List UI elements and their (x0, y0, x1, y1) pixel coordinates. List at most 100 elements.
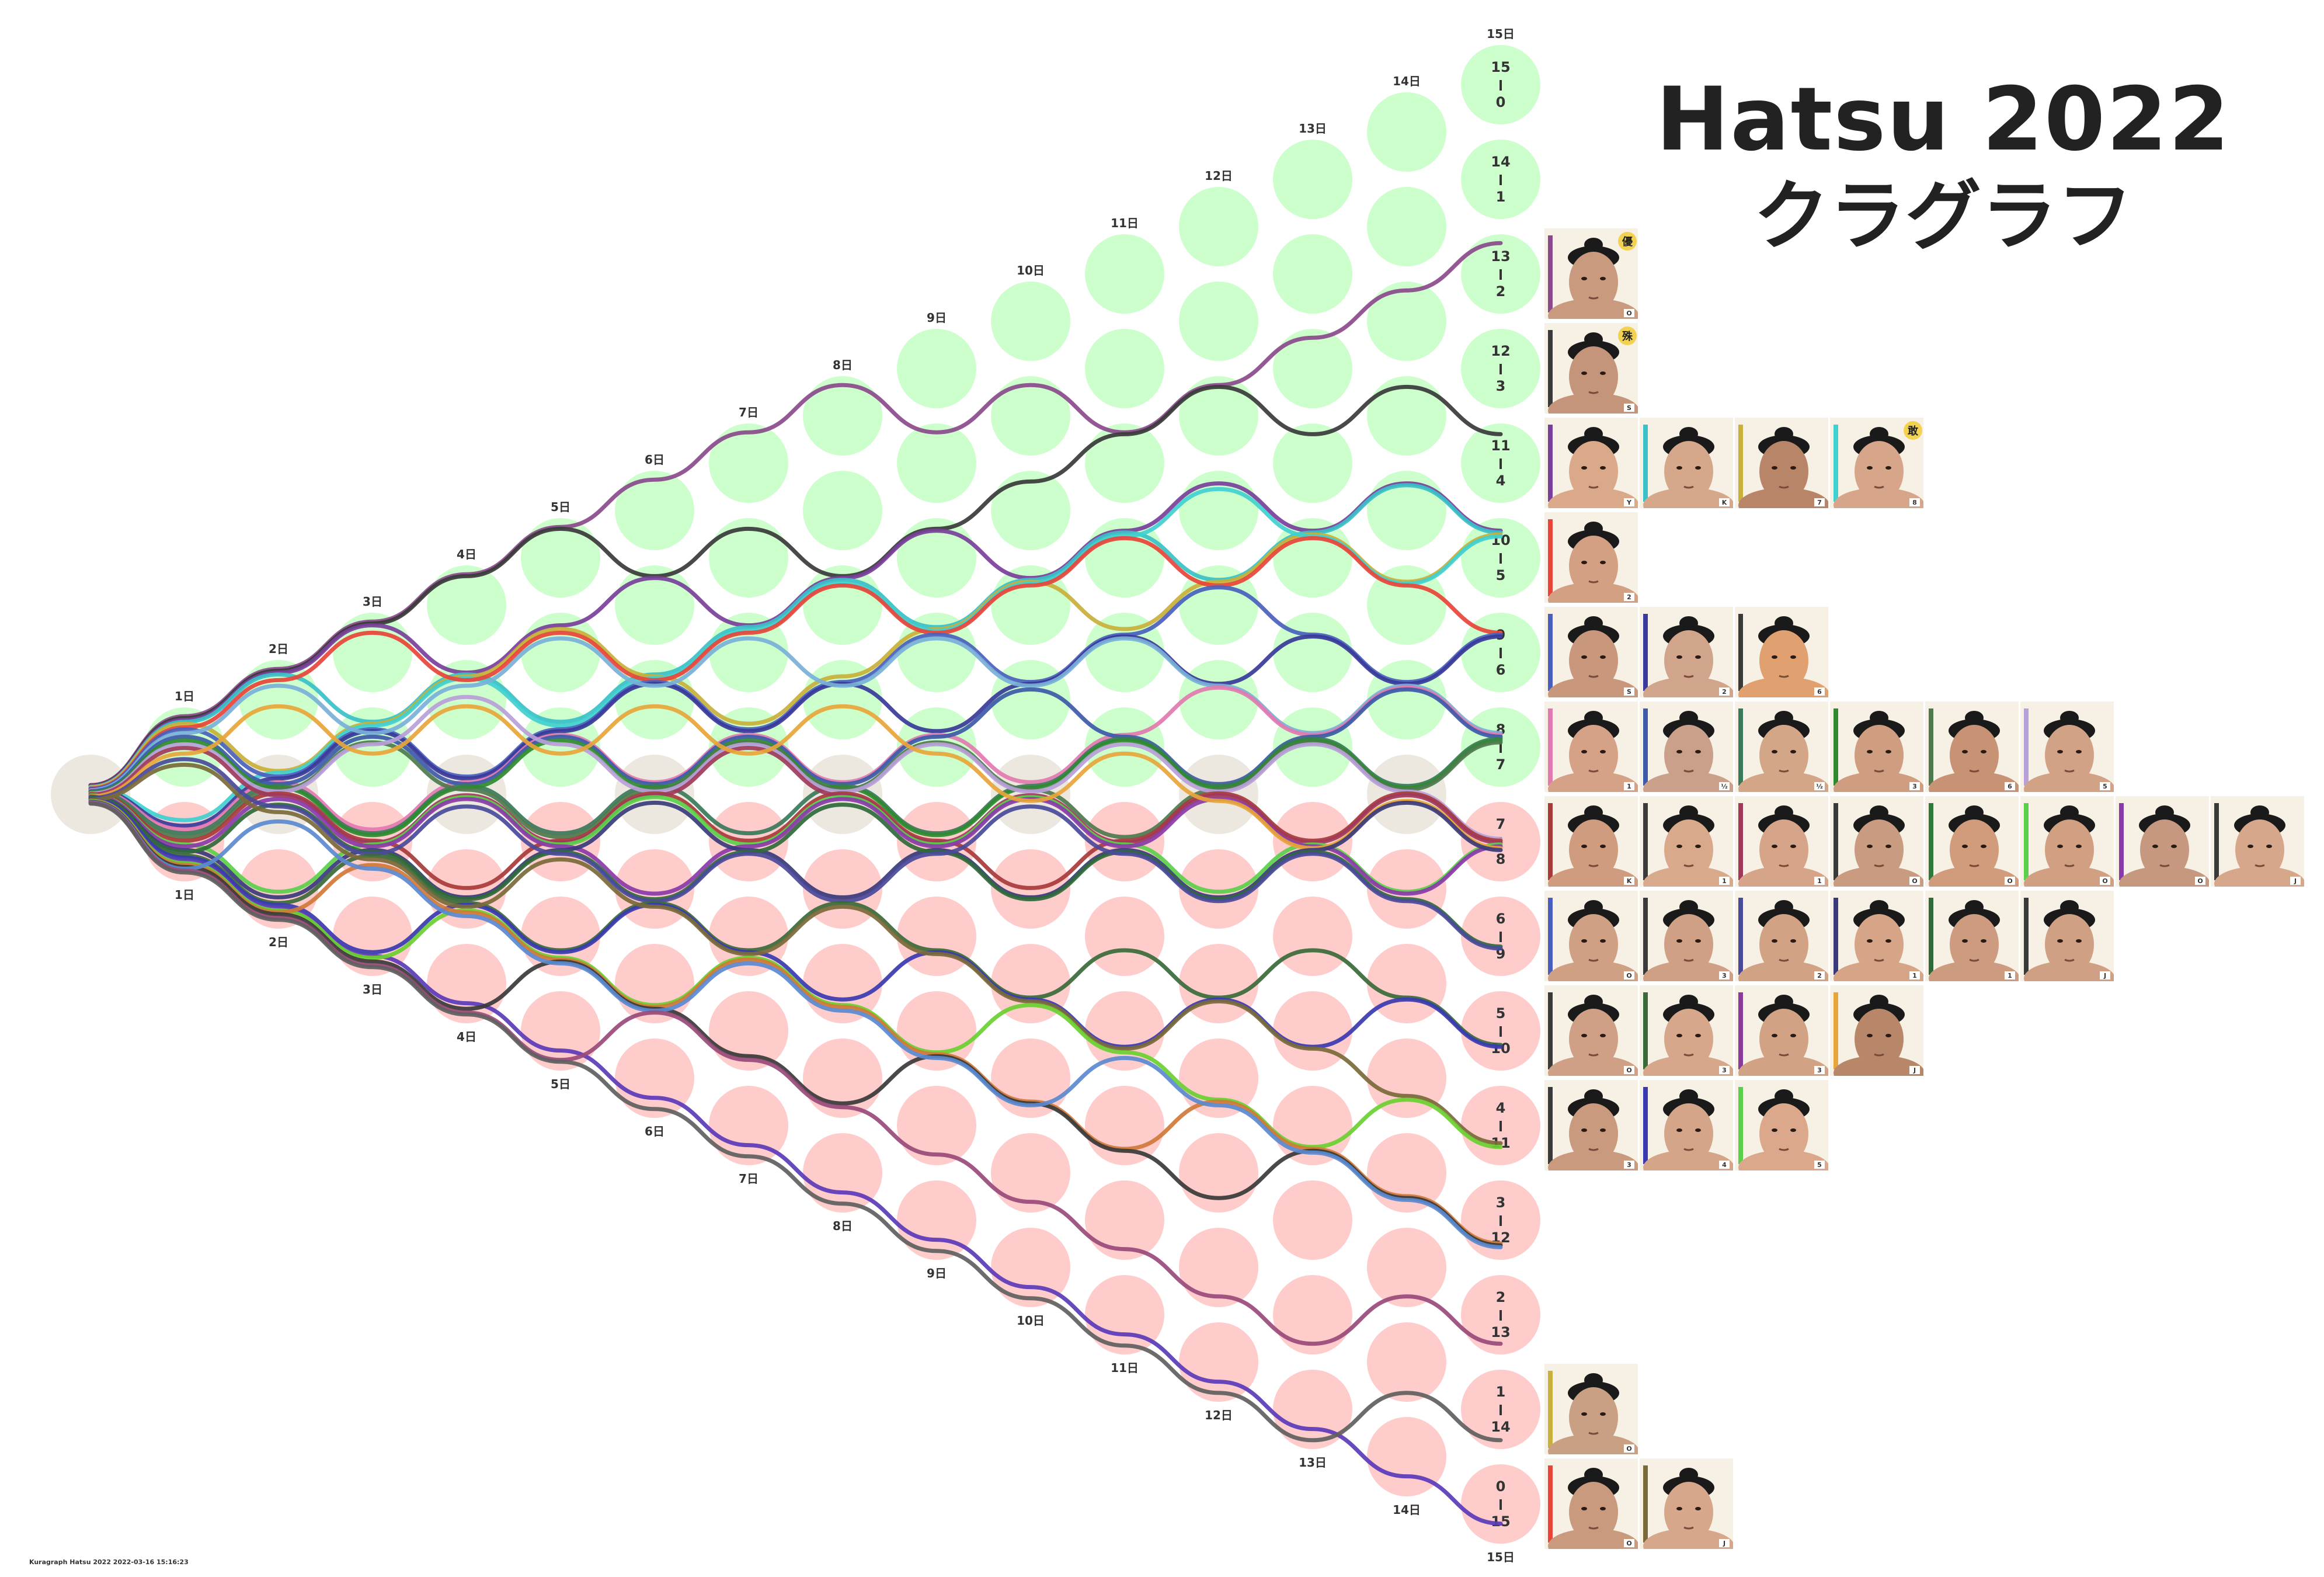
final-record-label: 14 1 (1491, 154, 1510, 205)
rikishi-color-bar (1929, 708, 1933, 786)
record-node (1085, 1180, 1164, 1260)
rikishi-color-bar (1548, 614, 1553, 691)
day-label-bottom: 6日 (645, 1124, 665, 1138)
rikishi-card: K (1544, 796, 1638, 887)
rikishi-portrait: 5 (1735, 1080, 1828, 1170)
rikishi-color-bar (1643, 1465, 1648, 1543)
record-node (1273, 613, 1352, 692)
rikishi-rank-label: 5 (1817, 1161, 1822, 1169)
record-divider (1500, 1499, 1502, 1510)
record-node (1179, 660, 1258, 739)
day-label-bottom: 2日 (269, 935, 288, 949)
record-wins: 5 (1496, 1005, 1506, 1022)
rikishi-portrait: J (1640, 1458, 1733, 1549)
record-node (1367, 944, 1446, 1023)
rikishi-rank-label: O (1626, 1445, 1631, 1453)
record-node (1367, 565, 1446, 645)
rikishi-rank-label: 8 (1912, 499, 1917, 506)
record-divider (1500, 553, 1502, 564)
rikishi-portrait: 1 (1925, 891, 2019, 981)
rikishi-color-bar (1738, 1087, 1743, 1164)
rikishi-card: 5 (1735, 1080, 1828, 1170)
rikishi-color-bar (1643, 898, 1648, 975)
day-labels: 1日 1日 2日 2日 3日 3日 4日 4日 5日 5日 6日 6日 7日 7日 8日 8日 9日 9日 10日 1… (175, 27, 1515, 1564)
rikishi-rank-label: 1 (2008, 972, 2012, 979)
day-label-top: 11日 (1111, 216, 1139, 230)
record-divider (1500, 932, 1502, 942)
rikishi-color-bar (2119, 803, 2124, 880)
rikishi-portrait: Y (1544, 418, 1638, 508)
rikishi-rank-label: K (1627, 877, 1632, 885)
day-label-top: 3日 (363, 595, 382, 609)
rikishi-card: ½ (1735, 701, 1828, 792)
rikishi-color-bar (1929, 803, 1933, 880)
day-label-top: 15日 (1487, 27, 1515, 41)
rikishi-portrait: J (2020, 891, 2114, 981)
rikishi-rank-label: O (1626, 972, 1631, 979)
record-divider (1500, 1121, 1502, 1131)
rikishi-card: 2 (1640, 607, 1733, 697)
rikishi-color-bar (1738, 803, 1743, 880)
rikishi-card: 1 (1640, 796, 1733, 887)
rikishi-card: O (2116, 796, 2209, 887)
day-label-top: 7日 (739, 405, 759, 419)
record-losses: 3 (1496, 378, 1506, 394)
rikishi-color-bar (2214, 803, 2219, 880)
rikishi-card: 2 (1544, 512, 1638, 603)
record-wins: 1 (1496, 1384, 1506, 1400)
record-node (615, 471, 694, 550)
rikishi-portrait: O (2020, 796, 2114, 887)
record-node (897, 518, 976, 598)
rikishi-color-bar (1548, 425, 1553, 502)
rikishi-rank-label: 5 (2103, 783, 2107, 790)
rikishi-color-bar (1834, 992, 1838, 1069)
record-node (1273, 1370, 1352, 1449)
record-node (1273, 991, 1352, 1071)
day-label-bottom: 5日 (551, 1077, 570, 1091)
record-node (1273, 234, 1352, 314)
rikishi-color-bar (1643, 992, 1648, 1069)
rikishi-path (88, 796, 1503, 1047)
record-node (1179, 849, 1258, 929)
record-node (1367, 660, 1446, 739)
record-node (803, 1133, 882, 1213)
day-label-bottom: 7日 (739, 1172, 759, 1186)
rikishi-path (88, 536, 1503, 791)
day-label-bottom: 14日 (1393, 1503, 1421, 1517)
rikishi-card: 1 (1735, 796, 1828, 887)
rikishi-color-bar (1548, 519, 1553, 596)
rikishi-color-bar (1548, 992, 1553, 1069)
rikishi-portrait: 1 (1830, 891, 1923, 981)
day-label-top: 2日 (269, 642, 288, 656)
rikishi-color-bar (1548, 898, 1553, 975)
rikishi-card: 8 敢 (1830, 418, 1923, 508)
day-label-bottom: 12日 (1205, 1408, 1233, 1422)
rikishi-rank-label: 4 (1722, 1161, 1727, 1169)
rikishi-card: O (1925, 796, 2019, 887)
rikishi-color-bar (1834, 803, 1838, 880)
rikishi-color-bar (1643, 425, 1648, 502)
rikishi-rank-label: J (2294, 877, 2297, 885)
record-losses: 8 (1496, 851, 1506, 867)
record-divider (1500, 742, 1502, 753)
record-node (991, 471, 1070, 550)
record-wins: 6 (1496, 911, 1506, 927)
rikishi-rank-label: O (2197, 877, 2203, 885)
rikishi-rank-label: O (1912, 877, 1917, 885)
rikishi-rank-label: S (1627, 404, 1631, 412)
record-lattice: 1501411321231141059687786951041131221311… (51, 27, 1540, 1564)
record-divider (1500, 1405, 1502, 1415)
day-label-top: 10日 (1017, 263, 1045, 277)
record-node (803, 660, 882, 739)
rikishi-portrait: 6 (1925, 701, 2019, 792)
record-node (1273, 1275, 1352, 1354)
record-node (1085, 613, 1164, 692)
day-label-top: 6日 (645, 453, 665, 467)
rikishi-path (88, 762, 1503, 1145)
rikishi-rank-label: ½ (1816, 783, 1822, 790)
rikishi-rank-label: ½ (1721, 783, 1727, 790)
rikishi-portrait: 2 (1544, 512, 1638, 603)
rikishi-card: S (1544, 607, 1638, 697)
rikishi-color-bar (1548, 1465, 1553, 1543)
rikishi-card: Y (1544, 418, 1638, 508)
